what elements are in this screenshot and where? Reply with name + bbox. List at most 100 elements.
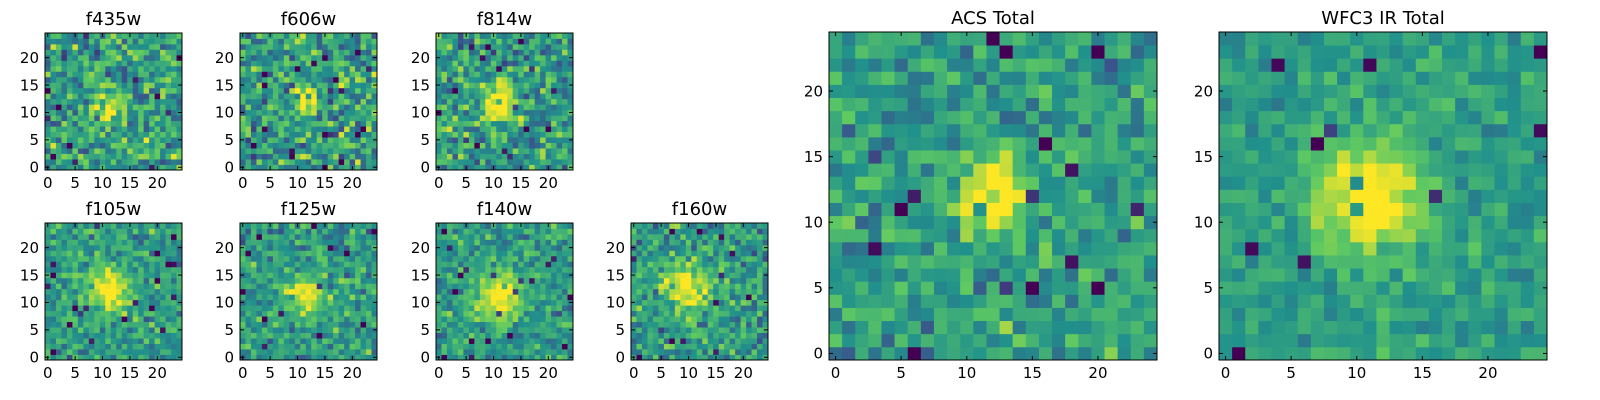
heatmap-cell xyxy=(154,131,161,138)
heatmap-cell xyxy=(501,43,508,50)
heatmap-cell xyxy=(669,321,676,328)
heatmap-cell xyxy=(523,228,530,235)
heatmap-cell xyxy=(567,33,574,39)
heatmap-cell xyxy=(658,327,665,333)
heatmap-cell xyxy=(468,82,475,89)
heatmap-cell xyxy=(1038,294,1053,308)
heatmap-cell xyxy=(311,255,318,262)
heatmap-cell xyxy=(160,126,166,133)
y-tick-label: 15 xyxy=(411,266,430,284)
heatmap-cell xyxy=(50,332,57,339)
heatmap-cell xyxy=(1025,215,1040,230)
heatmap-cell xyxy=(371,71,378,78)
heatmap-cell xyxy=(83,164,90,171)
heatmap-cell xyxy=(842,294,856,308)
heatmap-cell xyxy=(562,277,568,284)
heatmap-cell xyxy=(680,354,687,361)
heatmap-cell xyxy=(240,65,246,72)
heatmap-cell xyxy=(567,349,574,355)
heatmap-cell xyxy=(344,338,350,344)
heatmap-cell xyxy=(154,153,161,160)
heatmap-cell xyxy=(534,87,541,94)
heatmap-cell xyxy=(540,87,546,94)
heatmap-cell xyxy=(110,239,117,246)
heatmap-cell xyxy=(88,76,95,83)
heatmap-cell xyxy=(55,343,62,350)
heatmap-cell xyxy=(485,288,492,295)
heatmap-cell xyxy=(567,223,574,229)
y-tick-label: 5 xyxy=(420,321,430,339)
heatmap-cell xyxy=(149,343,155,350)
heatmap-cell xyxy=(366,354,372,361)
heatmap-cell xyxy=(562,266,568,273)
heatmap-cell xyxy=(267,142,274,149)
heatmap-cell xyxy=(751,305,758,312)
heatmap-cell xyxy=(88,109,95,116)
heatmap-cell xyxy=(55,54,62,61)
x-tick-label: 15 xyxy=(511,364,530,382)
heatmap-cell xyxy=(496,321,503,328)
heatmap-cell xyxy=(680,283,687,290)
heatmap-cell xyxy=(132,148,139,154)
heatmap-cell xyxy=(61,109,68,116)
heatmap-cell xyxy=(338,131,345,138)
heatmap-cell xyxy=(250,250,257,257)
heatmap-cell xyxy=(132,288,139,295)
heatmap-cell xyxy=(545,244,552,251)
heatmap-cell xyxy=(1012,163,1027,177)
heatmap-cell xyxy=(278,148,285,154)
heatmap-cell xyxy=(512,98,519,105)
heatmap-cell xyxy=(283,153,290,160)
heatmap-cell xyxy=(83,76,90,83)
heatmap-cell xyxy=(165,49,172,56)
heatmap-cell xyxy=(518,115,525,122)
heatmap-cell xyxy=(551,120,557,127)
heatmap-cell xyxy=(245,349,252,355)
heatmap-cell xyxy=(479,283,486,290)
heatmap-cell xyxy=(138,43,145,50)
heatmap-cell xyxy=(468,299,475,306)
heatmap-cell xyxy=(66,223,73,229)
heatmap-cell xyxy=(452,98,459,105)
heatmap-cell xyxy=(523,38,530,45)
heatmap-cell xyxy=(468,38,475,45)
heatmap-cell xyxy=(278,228,285,235)
heatmap-cell xyxy=(311,82,318,89)
heatmap-cell xyxy=(160,115,166,122)
heatmap-cell xyxy=(702,223,709,229)
heatmap-cell xyxy=(127,142,134,149)
heatmap-cell xyxy=(452,321,459,328)
heatmap-cell xyxy=(110,71,117,78)
heatmap-cell xyxy=(907,307,922,322)
heatmap-cell xyxy=(757,305,763,312)
heatmap-cell xyxy=(669,228,676,235)
heatmap-cell xyxy=(540,153,546,160)
heatmap-cell xyxy=(272,223,279,229)
heatmap-cell xyxy=(735,343,741,350)
heatmap-cell xyxy=(729,223,736,229)
heatmap-cell xyxy=(344,250,350,257)
heatmap-cell xyxy=(529,332,536,339)
heatmap-cell xyxy=(333,316,340,323)
heatmap-cell xyxy=(283,142,290,149)
heatmap-cell xyxy=(446,65,453,72)
heatmap-cell xyxy=(496,49,503,56)
heatmap-cell xyxy=(441,153,448,160)
heatmap-cell xyxy=(920,163,935,177)
heatmap-cell xyxy=(294,153,301,160)
heatmap-cell xyxy=(99,43,106,50)
heatmap-cell xyxy=(327,87,334,94)
heatmap-cell xyxy=(165,71,172,78)
heatmap-cell xyxy=(311,115,318,122)
x-tick-label: 5 xyxy=(265,174,275,192)
heatmap-cell xyxy=(105,82,112,89)
heatmap-cell xyxy=(66,250,73,257)
heatmap-cell xyxy=(272,244,279,251)
heatmap-cell xyxy=(283,233,290,240)
heatmap-cell xyxy=(311,49,318,56)
heatmap-cell xyxy=(707,228,714,235)
heatmap-cell xyxy=(485,115,492,122)
heatmap-cell xyxy=(349,349,356,355)
heatmap-cell xyxy=(371,228,378,235)
heatmap-cell xyxy=(149,277,155,284)
